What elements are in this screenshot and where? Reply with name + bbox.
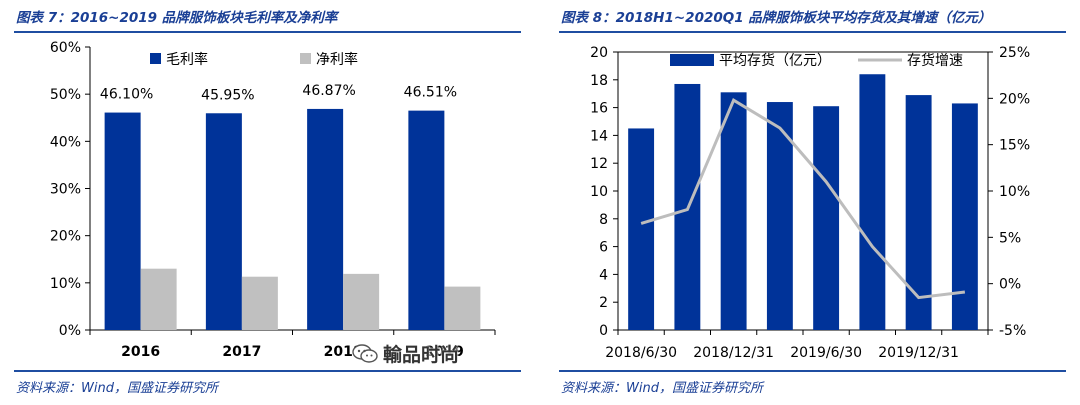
left-y-tick-label: 30% [50, 182, 81, 198]
inventory-bar [720, 92, 747, 330]
left-legend-label: 毛利率 [166, 51, 208, 68]
wechat-icon [352, 344, 378, 363]
right-chart-panel: 图表 8：2018H1~2020Q1 品牌服饰板块平均存货及其增速（亿元） 0 2… [545, 0, 1080, 405]
left-y-tick-label: 20% [50, 229, 81, 245]
inventory-growth-line [640, 98, 966, 300]
gross-margin-data-label: 45.95% [201, 87, 254, 103]
right-left-y-tick-label: 6 [599, 240, 608, 256]
left-y-tick-label: 60% [50, 40, 81, 56]
net-margin-bar [140, 268, 177, 330]
left-y-tick-label: 0% [59, 323, 81, 339]
right-right-y-tick-label: 0% [999, 277, 1021, 293]
right-legend-bar-label: 平均存货（亿元） [719, 52, 831, 69]
left-chart-panel: 图表 7：2016~2019 品牌服饰板块毛利率及净利率 0% 10% 20% 30%… [0, 0, 535, 405]
left-legend-swatch [300, 53, 311, 64]
right-left-y-tick-label: 18 [590, 73, 608, 89]
right-x-tick-label: 2019/6/30 [790, 345, 862, 361]
left-x-tick-label: 2019 [425, 344, 464, 360]
inventory-bar [859, 74, 886, 330]
right-right-y-tick-label: 15% [999, 138, 1030, 154]
inventory-bar [951, 103, 978, 331]
right-plot-frame [617, 51, 989, 331]
gross-margin-data-label: 46.10% [100, 87, 153, 103]
gross-margin-bar [104, 112, 141, 330]
gross-margin-bar [408, 110, 445, 330]
left-y-tick-label: 40% [50, 134, 81, 150]
right-x-tick-label: 2018/12/31 [693, 345, 774, 361]
inventory-bar [813, 106, 840, 331]
left-bar-chart: 0% 10% 20% 30% 40% 50% 60% 46.10% 2016 45.95% 2017… [50, 40, 496, 360]
left-source-rule [14, 370, 521, 372]
right-legend-line-label: 存货增速 [907, 52, 963, 69]
watermark: 輸品时尚 [352, 340, 459, 367]
left-title-rule [14, 31, 521, 33]
right-left-y-tick-label: 10 [590, 184, 608, 200]
right-chart-title: 图表 8：2018H1~2020Q1 品牌服饰板块平均存货及其增速（亿元） [561, 10, 992, 26]
right-source-rule [559, 370, 1066, 372]
right-chart-source: 资料来源：Wind，国盛证券研究所 [561, 381, 763, 396]
left-chart-title: 图表 7：2016~2019 品牌服饰板块毛利率及净利率 [16, 10, 338, 26]
right-right-y-tick-label: 20% [999, 91, 1030, 107]
right-right-y-tick-label: 10% [999, 184, 1030, 200]
right-left-y-tick-label: 2 [599, 295, 608, 311]
gross-margin-bar [307, 108, 344, 330]
left-x-tick-label: 2018 [324, 344, 363, 360]
watermark-text: 輸品时尚 [383, 344, 460, 366]
left-legend-label: 净利率 [316, 51, 358, 68]
right-x-tick-label: 2019/12/31 [878, 345, 959, 361]
left-legend-swatch [150, 53, 161, 64]
left-y-tick-label: 50% [50, 87, 81, 103]
left-y-tick-label: 10% [50, 276, 81, 292]
net-margin-bar [444, 286, 481, 330]
right-left-y-tick-label: 16 [590, 101, 608, 117]
left-x-tick-label: 2016 [121, 344, 160, 360]
net-margin-bar [343, 273, 380, 330]
right-x-tick-label: 2018/6/30 [605, 345, 677, 361]
right-right-y-tick-label: 25% [999, 45, 1030, 61]
gross-margin-data-label: 46.87% [302, 83, 355, 99]
inventory-bar [628, 128, 655, 330]
right-left-y-tick-label: 8 [599, 212, 608, 228]
right-left-y-tick-label: 4 [599, 267, 608, 283]
right-right-y-tick-label: -5% [999, 323, 1026, 339]
right-title-rule [559, 31, 1066, 33]
left-chart-source: 资料来源：Wind，国盛证券研究所 [16, 381, 218, 396]
right-right-y-tick-label: 5% [999, 230, 1021, 246]
right-left-y-tick-label: 20 [590, 45, 608, 61]
right-left-y-tick-label: 12 [590, 156, 608, 172]
right-combo-chart: 0 2 4 6 8 10 12 14 16 18 20 -5% 0% 5% 10% 15% 20% 25% 2018… [590, 45, 1030, 361]
right-left-y-tick-label: 0 [599, 323, 608, 339]
net-margin-bar [241, 276, 278, 330]
inventory-bar [905, 95, 932, 330]
right-left-y-tick-label: 14 [590, 128, 608, 144]
left-x-tick-label: 2017 [222, 344, 261, 360]
gross-margin-data-label: 46.51% [404, 85, 457, 101]
gross-margin-bar [205, 113, 242, 330]
right-legend-bar-swatch [670, 54, 714, 66]
